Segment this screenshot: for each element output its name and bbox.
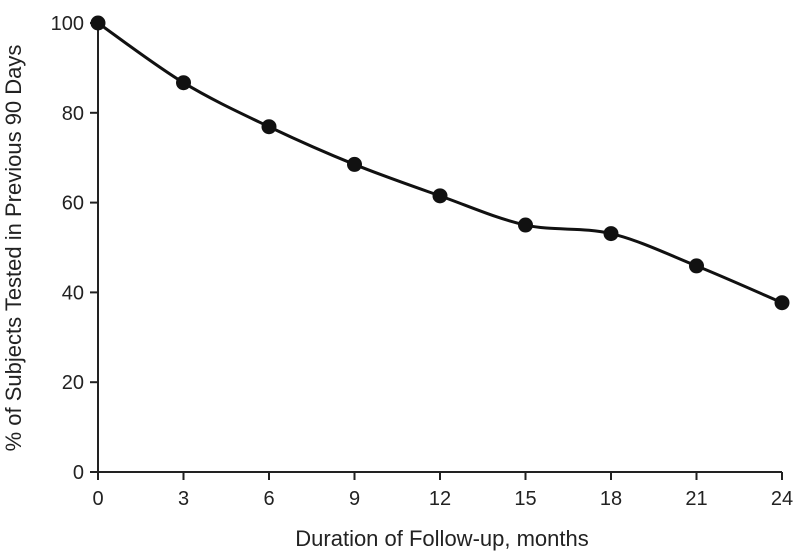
x-tick-label: 15 <box>514 488 536 510</box>
x-axis: 0 3 6 9 12 15 18 21 24 <box>92 471 793 510</box>
data-point <box>347 156 362 172</box>
x-tick-label: 18 <box>600 488 622 510</box>
y-tick-label: 100 <box>51 13 84 35</box>
x-axis-title: Duration of Follow-up, months <box>295 526 588 551</box>
y-axis-title: % of Subjects Tested in Previous 90 Days <box>1 45 26 452</box>
x-tick-label: 12 <box>429 488 451 510</box>
x-tick-label: 0 <box>92 488 103 510</box>
y-tick-label: 20 <box>62 372 84 394</box>
data-point <box>176 75 191 91</box>
data-point <box>261 119 277 135</box>
data-point <box>774 295 790 311</box>
data-point <box>603 226 619 242</box>
data-point <box>432 188 448 204</box>
data-point <box>518 217 533 233</box>
series-line <box>97 21 783 305</box>
x-tick-label: 24 <box>771 488 793 510</box>
series-layer <box>90 15 790 311</box>
data-point <box>689 258 704 274</box>
x-tick-label: 9 <box>349 488 360 510</box>
x-tick-label: 6 <box>263 488 274 510</box>
y-tick-label: 0 <box>73 462 84 484</box>
y-tick-label: 80 <box>62 103 84 125</box>
x-tick-label: 3 <box>178 488 189 510</box>
x-tick-label: 21 <box>685 488 707 510</box>
y-tick-label: 40 <box>62 282 84 304</box>
data-point <box>90 15 106 31</box>
y-tick-label: 60 <box>62 193 84 215</box>
y-axis: 0 20 40 60 80 100 <box>51 13 99 484</box>
